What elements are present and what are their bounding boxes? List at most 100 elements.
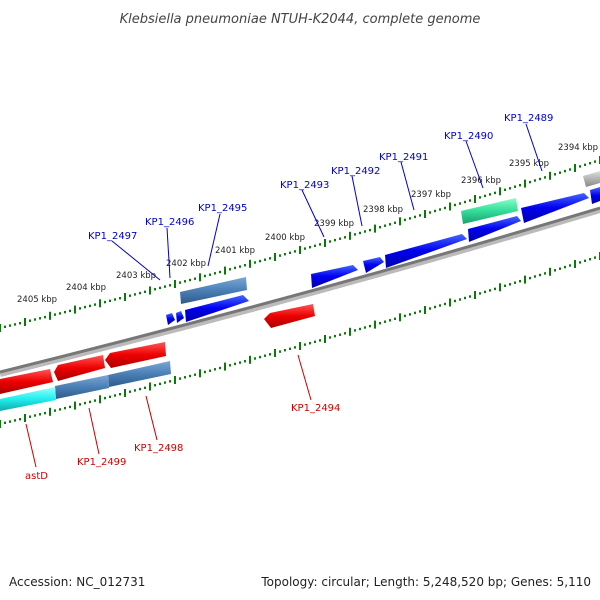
minor-tick [9, 420, 11, 423]
gene-label-kp1-2495: KP1_2495 [198, 203, 247, 214]
scale-label-2403: 2403 kbp [116, 271, 156, 281]
minor-tick [379, 322, 381, 325]
minor-tick [539, 273, 541, 277]
minor-tick [559, 171, 561, 174]
minor-tick [339, 237, 341, 240]
minor-tick [19, 322, 21, 325]
major-tick [149, 382, 151, 391]
minor-tick [14, 323, 16, 326]
minor-tick [584, 163, 586, 166]
minor-tick [264, 354, 266, 357]
scale-label-2395: 2395 kbp [509, 159, 549, 169]
gene-label-kp1-2491: KP1_2491 [379, 152, 428, 163]
minor-tick [219, 366, 221, 370]
minor-tick [394, 221, 396, 224]
minor-tick [34, 318, 36, 321]
minor-tick [259, 259, 261, 263]
minor-tick [494, 287, 496, 291]
major-tick [349, 231, 351, 240]
gene-feature-steelblue [55, 375, 109, 399]
major-tick [499, 187, 501, 196]
minor-tick [564, 265, 566, 269]
minor-tick [314, 244, 316, 247]
minor-tick [39, 317, 41, 320]
major-tick [549, 267, 551, 276]
major-tick [24, 318, 26, 326]
minor-tick [289, 251, 291, 254]
minor-tick [84, 401, 86, 405]
minor-tick [279, 254, 281, 257]
minor-tick [444, 302, 446, 306]
gene-feature-forward [385, 234, 467, 268]
genome-summary-text: Topology: circular; Length: 5,248,520 bp… [260, 575, 591, 589]
gene-label-kp1-2493: KP1_2493 [280, 180, 329, 191]
minor-tick [519, 184, 521, 187]
minor-tick [394, 317, 396, 320]
gene-feature-cyan [0, 387, 56, 411]
minor-tick [334, 334, 336, 338]
minor-tick [514, 185, 516, 188]
gene-feature-green [461, 198, 518, 224]
minor-tick [104, 396, 106, 400]
minor-tick [39, 413, 41, 416]
major-tick [124, 389, 126, 397]
minor-tick [64, 310, 66, 314]
minor-tick [279, 350, 281, 353]
scale-label-2402: 2402 kbp [166, 259, 206, 269]
minor-tick [484, 194, 486, 198]
minor-tick [384, 320, 386, 323]
minor-tick [114, 394, 116, 397]
minor-tick [339, 333, 341, 336]
minor-tick [444, 206, 446, 210]
major-tick [74, 401, 76, 410]
minor-tick [519, 280, 521, 283]
map-title: Klebsiella pneumoniae NTUH-K2044, comple… [120, 12, 481, 27]
minor-tick [344, 236, 346, 239]
minor-tick [429, 307, 431, 310]
minor-tick [294, 250, 296, 253]
minor-tick [104, 300, 106, 304]
minor-tick [594, 256, 596, 259]
minor-tick [354, 233, 356, 236]
minor-tick [89, 400, 91, 404]
major-tick [0, 324, 1, 332]
genome-backbone [0, 207, 600, 377]
major-tick [474, 195, 476, 203]
major-tick [374, 320, 376, 329]
minor-tick [494, 191, 496, 195]
minor-tick [369, 324, 371, 328]
minor-tick [189, 278, 191, 282]
inner-scale-ring [0, 252, 600, 428]
minor-tick [134, 293, 136, 296]
minor-tick [134, 389, 136, 392]
major-tick [274, 349, 276, 357]
gene-feature-steelblue [180, 277, 247, 304]
minor-tick [189, 374, 191, 378]
major-tick [524, 275, 526, 284]
minor-tick [264, 258, 266, 261]
minor-tick [529, 276, 531, 280]
minor-tick [429, 211, 431, 214]
scale-label-2400: 2400 kbp [265, 233, 305, 243]
minor-tick [379, 226, 381, 229]
minor-tick [384, 224, 386, 227]
minor-tick [489, 193, 491, 196]
minor-tick [534, 275, 536, 278]
minor-tick [229, 364, 231, 367]
major-tick [324, 335, 326, 343]
minor-tick [459, 298, 461, 301]
minor-tick [139, 387, 141, 391]
minor-tick [269, 353, 271, 356]
gene-label-astd: astD [25, 471, 48, 482]
gene-feature-reverse [264, 304, 315, 328]
minor-tick [404, 314, 406, 318]
major-tick [249, 259, 251, 268]
major-tick [474, 291, 476, 299]
minor-tick [534, 179, 536, 182]
minor-tick [59, 312, 61, 315]
minor-tick [554, 173, 556, 176]
scale-label-2396: 2396 kbp [461, 176, 501, 186]
minor-tick [294, 346, 296, 349]
minor-tick [139, 291, 141, 295]
minor-tick [579, 261, 581, 264]
